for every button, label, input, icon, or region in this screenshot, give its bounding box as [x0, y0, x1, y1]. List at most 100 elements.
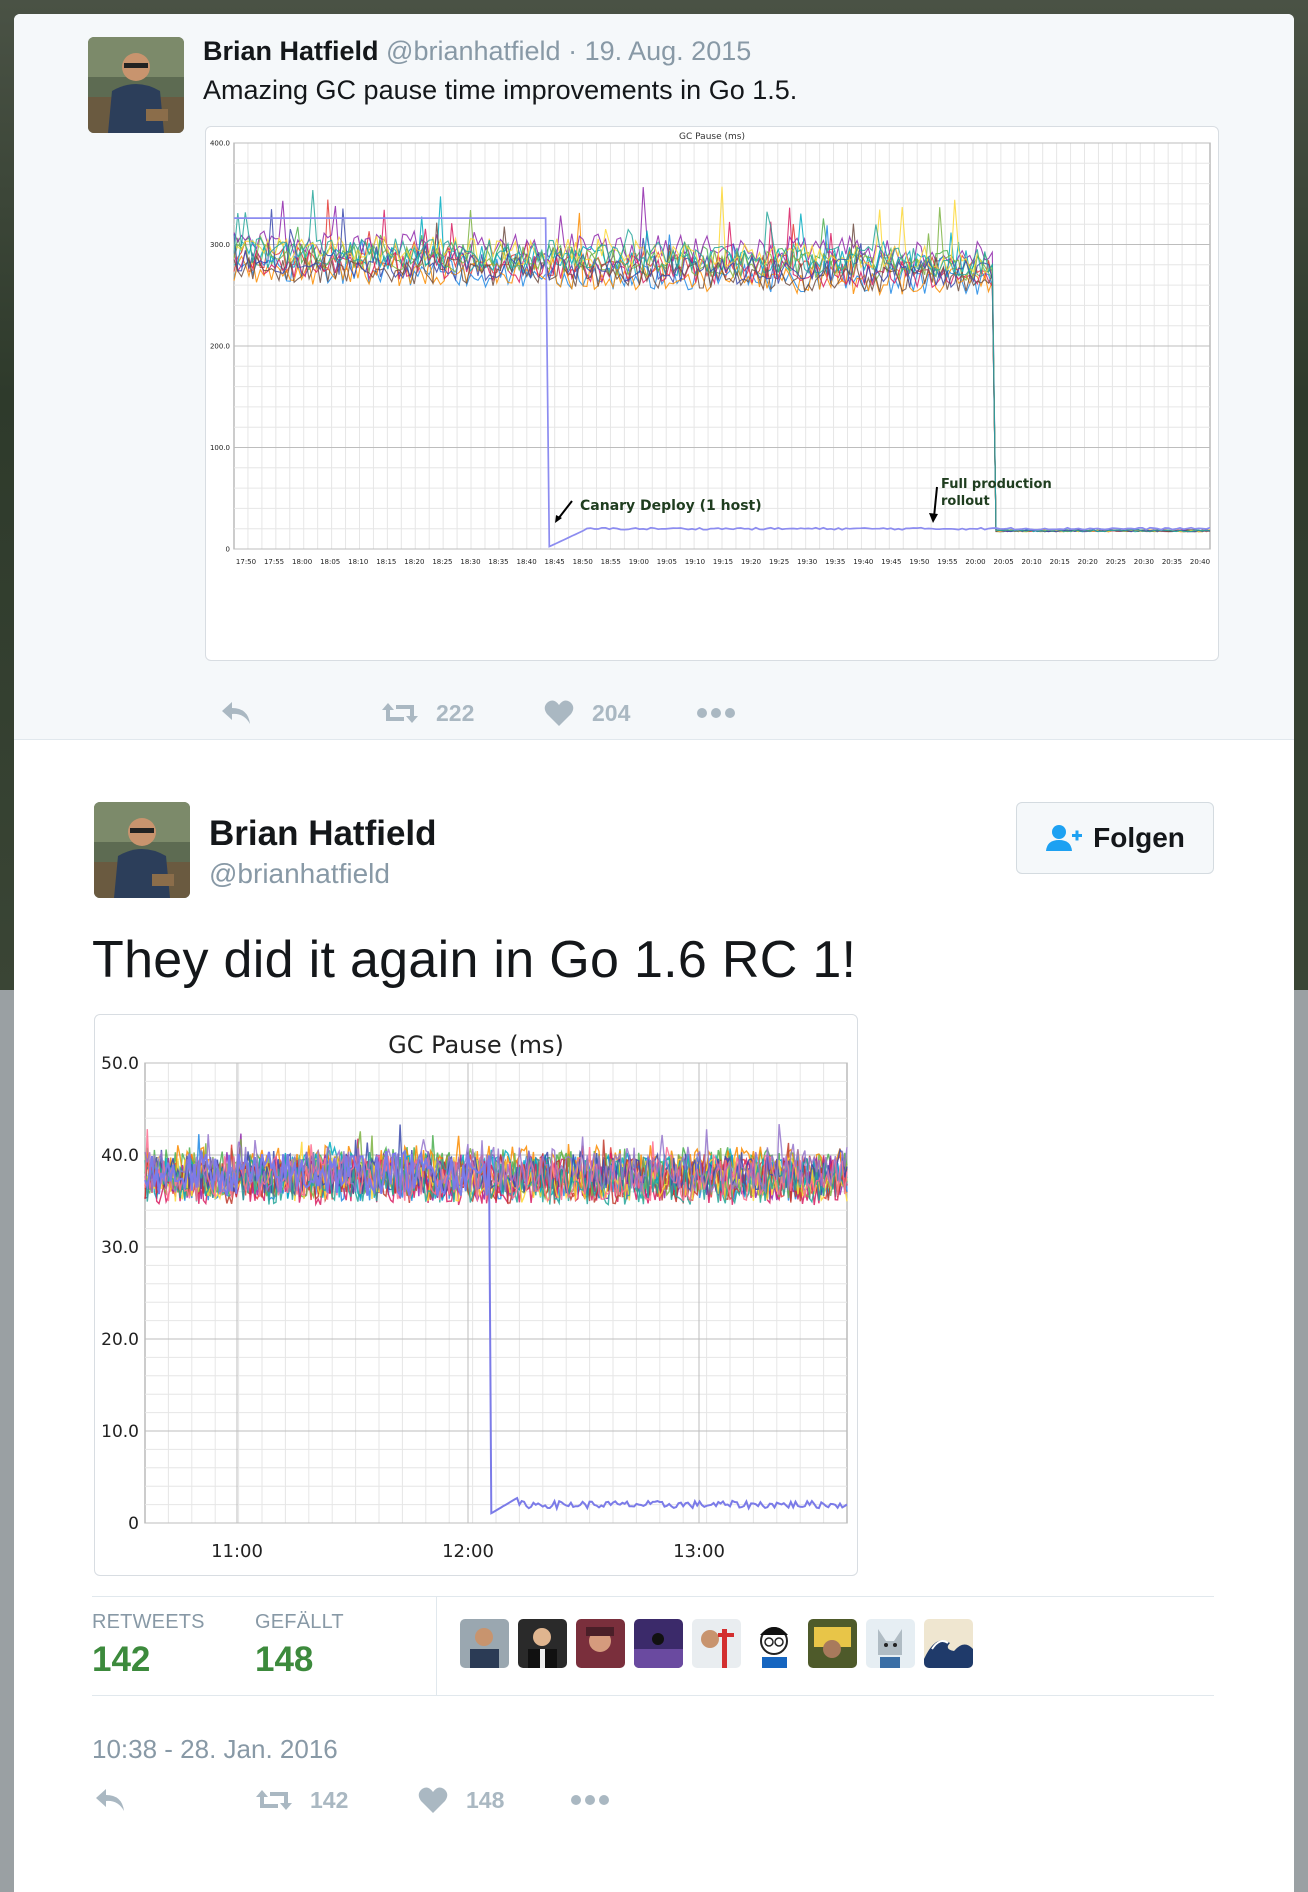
x-tick-label: 18:40	[516, 558, 536, 566]
stats-divider	[436, 1597, 437, 1695]
retweet-icon	[256, 1790, 292, 1810]
heart-icon	[418, 1787, 448, 1813]
reply-icon	[222, 702, 250, 724]
likes-stat[interactable]: GEFÄLLT 148	[255, 1611, 344, 1680]
more-options-button[interactable]	[570, 1794, 610, 1806]
chart-image-go15[interactable]: GC Pause (ms) 0 100.0 200.0 300.0 400.0 17:5…	[205, 126, 1219, 661]
main-author-handle[interactable]: @brianhatfield	[209, 858, 390, 889]
tweet-timestamp[interactable]: 10:38 - 28. Jan. 2016	[92, 1734, 338, 1764]
gc-pause-chart-go16: GC Pause (ms) 0 10.0 20.0 30.0 40.0 50.0 11:0…	[101, 1031, 848, 1562]
x-tick-label: 20:35	[1162, 558, 1182, 566]
canary-series-line	[144, 1148, 848, 1515]
y-tick-label: 0	[128, 1514, 139, 1534]
retweet-count: 222	[436, 699, 475, 726]
main-author-avatar[interactable]	[94, 802, 190, 898]
x-tick-label: 20:10	[1022, 558, 1042, 566]
follow-button[interactable]: Folgen	[1016, 802, 1214, 874]
y-tick-label: 200.0	[210, 342, 230, 350]
y-tick-label: 0	[226, 545, 230, 553]
x-tick-label: 19:05	[657, 558, 677, 566]
liker-avatar[interactable]	[576, 1619, 625, 1668]
annotation-canary: Canary Deploy (1 host)	[555, 498, 762, 523]
chart-title: GC Pause (ms)	[679, 132, 745, 142]
liker-avatar[interactable]	[750, 1619, 799, 1668]
author-avatar[interactable]	[88, 37, 184, 133]
author-name[interactable]: Brian Hatfield	[203, 36, 379, 66]
x-tick-label: 18:10	[348, 558, 368, 566]
x-tick-label: 13:00	[673, 1541, 725, 1562]
liker-avatar[interactable]	[866, 1619, 915, 1668]
x-tick-label: 18:15	[376, 558, 396, 566]
more-icon	[697, 708, 735, 718]
add-user-icon	[1046, 825, 1083, 851]
reply-button[interactable]	[94, 1787, 254, 1813]
main-tweet-actions: 142 148	[94, 1780, 610, 1820]
x-tick-label: 20:40	[1190, 558, 1210, 566]
annotation-canary-text: Canary Deploy (1 host)	[580, 498, 762, 514]
heart-icon	[544, 700, 574, 726]
series-line	[144, 1124, 848, 1195]
arrow-rollout	[933, 486, 938, 518]
y-tick-label: 50.0	[101, 1054, 139, 1074]
like-button[interactable]: 148	[418, 1786, 570, 1814]
retweet-icon	[382, 703, 418, 723]
separator-dot: ·	[568, 36, 578, 66]
tweet-date[interactable]: 19. Aug. 2015	[584, 36, 752, 66]
retweet-button[interactable]: 142	[254, 1786, 418, 1814]
x-tick-label: 19:35	[825, 558, 845, 566]
tweet-stats: RETWEETS 142 GEFÄLLT 148	[92, 1596, 1214, 1696]
x-tick-label: 18:20	[404, 558, 424, 566]
y-tick-label: 10.0	[101, 1422, 139, 1442]
retweets-label: RETWEETS	[92, 1611, 205, 1633]
main-author-name[interactable]: Brian Hatfield	[209, 814, 437, 853]
x-tick-label: 18:25	[432, 558, 452, 566]
retweets-stat[interactable]: RETWEETS 142	[92, 1611, 205, 1680]
chart-image-go16[interactable]: GC Pause (ms) 0 10.0 20.0 30.0 40.0 50.0 11:0…	[94, 1014, 858, 1576]
x-tick-label: 18:50	[573, 558, 593, 566]
x-tick-label: 20:15	[1050, 558, 1070, 566]
annotation-rollout-line2: rollout	[941, 494, 990, 509]
more-options-button[interactable]	[696, 707, 736, 719]
x-tick-label: 19:15	[713, 558, 733, 566]
x-tick-label: 18:55	[601, 558, 621, 566]
x-tick-label: 12:00	[442, 1541, 494, 1562]
main-tweet-text: They did it again in Go 1.6 RC 1!	[92, 931, 857, 989]
x-tick-label: 19:00	[629, 558, 649, 566]
x-tick-label: 17:50	[236, 558, 256, 566]
liker-avatar[interactable]	[808, 1619, 857, 1668]
follow-label: Folgen	[1093, 822, 1185, 853]
x-tick-label: 20:00	[965, 558, 985, 566]
like-count: 204	[592, 699, 631, 726]
reply-icon	[96, 1789, 124, 1811]
x-tick-label: 19:10	[685, 558, 705, 566]
more-icon	[571, 1795, 609, 1805]
canary-series-line	[234, 217, 1211, 548]
liker-avatar[interactable]	[518, 1619, 567, 1668]
arrowhead-rollout	[929, 513, 938, 523]
tweet-header: Brian Hatfield @brianhatfield · 19. Aug.…	[203, 36, 751, 67]
liker-avatar[interactable]	[460, 1619, 509, 1668]
x-tick-label: 19:45	[881, 558, 901, 566]
liker-avatar[interactable]	[924, 1619, 973, 1668]
reply-button[interactable]	[220, 700, 380, 726]
like-button[interactable]: 204	[544, 699, 696, 727]
retweets-value: 142	[92, 1640, 151, 1679]
x-tick-label: 18:35	[488, 558, 508, 566]
retweet-button[interactable]: 222	[380, 699, 544, 727]
x-tick-label: 19:50	[909, 558, 929, 566]
retweet-count: 142	[310, 1786, 349, 1813]
x-tick-label: 19:40	[853, 558, 873, 566]
liker-avatar[interactable]	[634, 1619, 683, 1668]
x-tick-label: 19:20	[741, 558, 761, 566]
x-tick-label: 20:20	[1078, 558, 1098, 566]
x-tick-label: 20:25	[1106, 558, 1126, 566]
liker-avatar[interactable]	[692, 1619, 741, 1668]
likes-value: 148	[255, 1640, 314, 1679]
annotation-rollout: Full production rollout	[929, 477, 1052, 523]
x-tick-label: 18:05	[320, 558, 340, 566]
x-tick-label: 18:30	[460, 558, 480, 566]
parent-tweet[interactable]: Brian Hatfield @brianhatfield · 19. Aug.…	[14, 14, 1294, 740]
y-tick-label: 400.0	[210, 139, 230, 147]
author-handle[interactable]: @brianhatfield	[386, 36, 561, 66]
tweet-text: Amazing GC pause time improvements in Go…	[203, 75, 798, 105]
